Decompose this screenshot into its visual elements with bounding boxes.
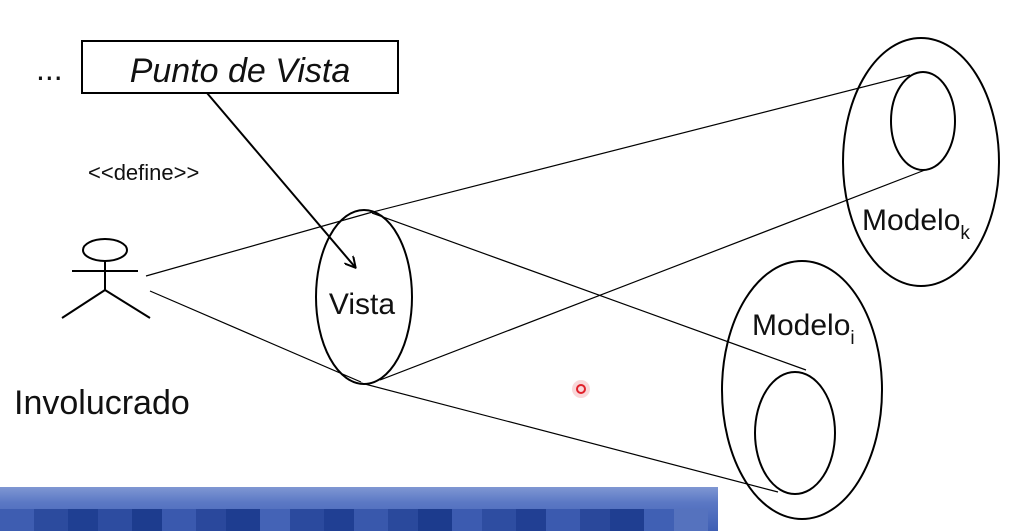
vista-to-modeli-top-line	[371, 212, 807, 371]
pixelated-bottom-bar	[0, 487, 718, 531]
pixelated-bar-row	[0, 509, 718, 531]
viewpoint-label: Punto de Vista	[130, 52, 351, 90]
model-k-subscript: k	[960, 223, 970, 244]
actor-label: Involucrado	[14, 384, 190, 422]
model-i-label-text: Modelo	[752, 309, 850, 342]
model-i-inner-ellipse	[754, 371, 836, 495]
pointer-dot-icon	[572, 380, 590, 398]
vista-to-modeli-bottom-line	[360, 382, 779, 493]
actor-stick-figure-icon	[61, 238, 151, 319]
model-k-label-text: Modelo	[862, 204, 960, 237]
model-k-outer-ellipse	[842, 37, 1000, 287]
model-i-label: Modeloi	[752, 309, 855, 349]
vista-label: Vista	[329, 288, 395, 321]
define-arrow	[206, 92, 355, 267]
define-stereotype-label: <<define>>	[88, 160, 199, 185]
model-i-subscript: i	[850, 328, 854, 349]
model-i-outer-ellipse	[721, 260, 883, 520]
viewpoint-box	[81, 40, 399, 94]
ellipsis-text: ...	[36, 51, 63, 87]
vista-to-modelk-bottom-line	[379, 169, 926, 381]
actor-to-vista-bottom-line	[149, 290, 362, 383]
vista-to-modelk-top-line	[368, 74, 911, 214]
actor-to-vista-top-line	[145, 212, 370, 277]
vista-ellipse	[315, 209, 413, 385]
model-k-label: Modelok	[862, 204, 970, 244]
model-k-inner-ellipse	[890, 71, 956, 171]
